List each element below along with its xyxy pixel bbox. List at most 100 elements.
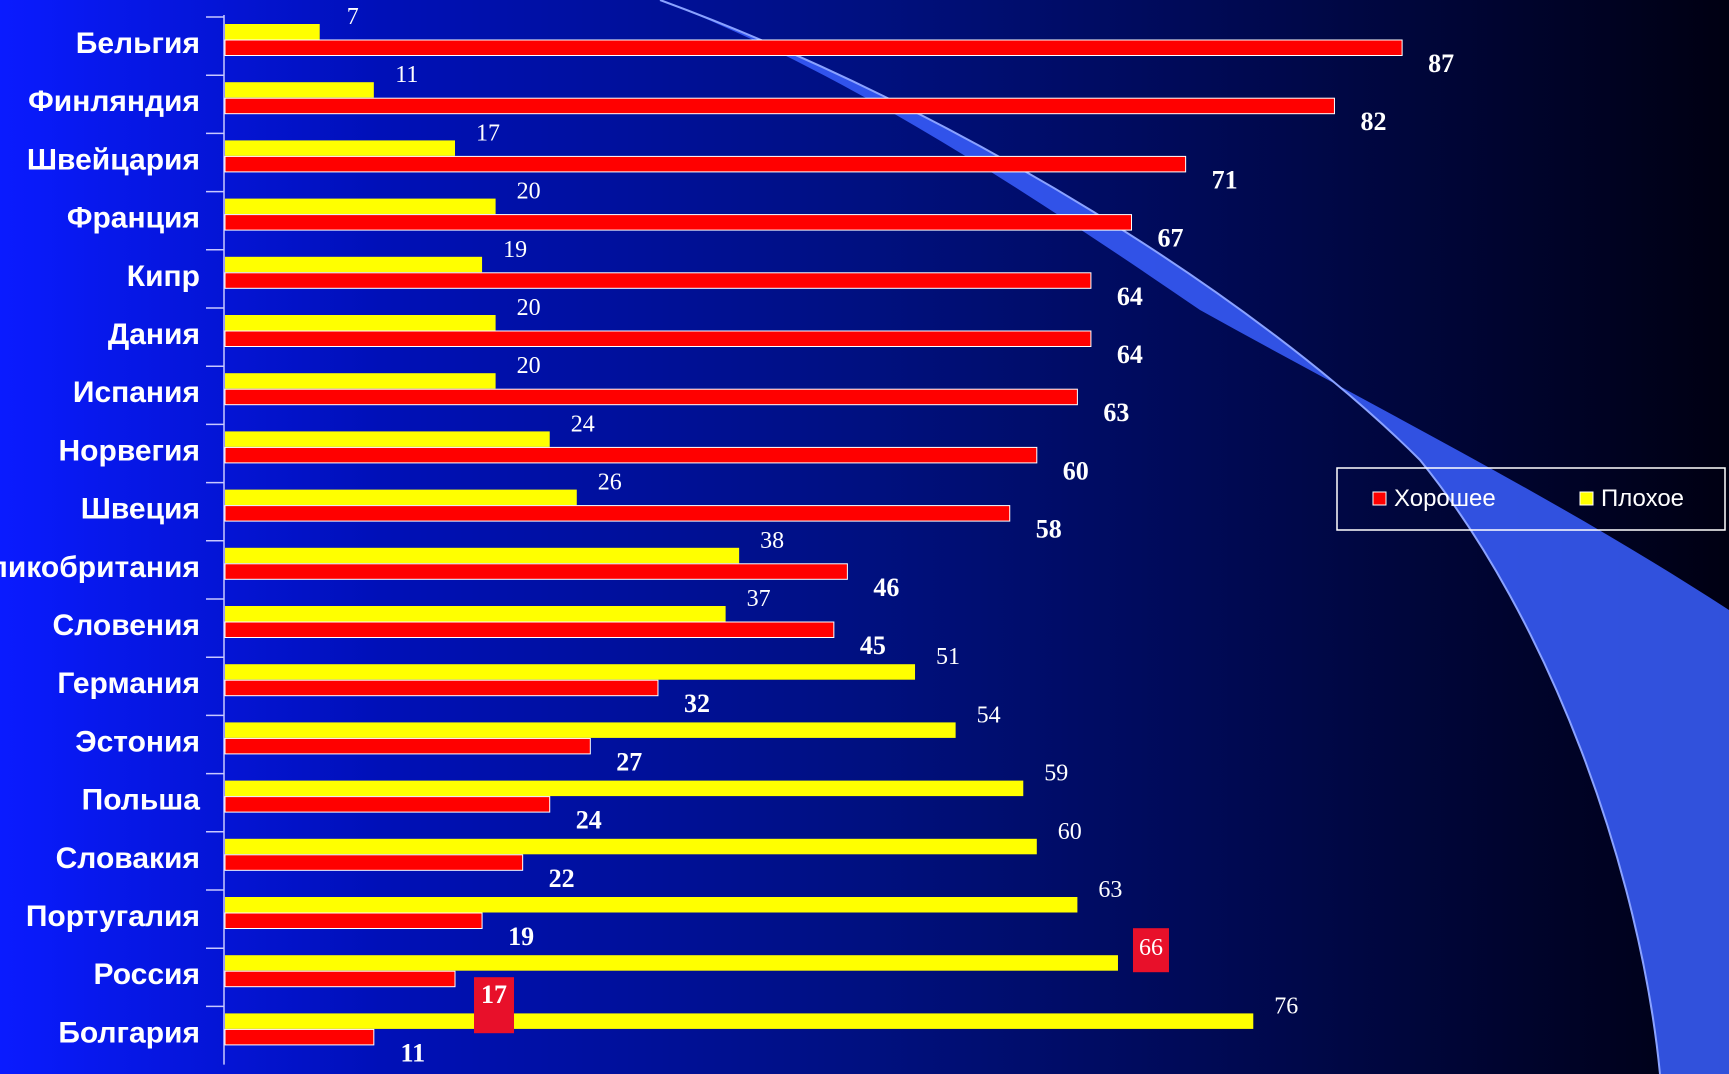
data-label-good: 58 [1036,515,1062,544]
bar-good [224,563,848,580]
data-label-bad: 37 [747,586,771,612]
category-label: Бельгия [76,27,200,60]
bar-good [224,39,1403,56]
category-labels: Бельгия Финляндия Швейцария Франция Кипр Дани… [0,27,200,1049]
data-label-bad: 54 [977,702,1001,728]
data-label-bad: 24 [571,411,595,437]
bar-good [224,621,835,638]
data-label-bad: 59 [1044,761,1068,787]
category-label: Великобритания [0,551,200,584]
category-axis [206,15,225,1065]
category-label: Франция [67,202,200,235]
data-label-good: 27 [616,747,642,776]
data-labels: 7 87 11 82 17 71 20 67 19 64 20 64 20 63 24 60 26 58 38 46 3… [347,4,1454,1067]
bars [224,24,1403,1046]
bar-bad [225,1013,1254,1029]
bar-good [224,970,456,988]
data-label-good: 46 [873,573,899,602]
category-label: Норвегия [59,434,201,467]
bar-bad [225,198,496,215]
category-label: Польша [82,784,201,817]
category-label: Словакия [56,842,200,875]
bar-good [224,272,1092,289]
chart-legend[interactable]: Хорошее Плохое [1336,467,1726,531]
bar-good [224,155,1187,173]
bar-bad [225,664,916,680]
data-label-good: 60 [1063,456,1089,485]
data-label-good: 67 [1158,224,1184,253]
data-label-good: 22 [549,864,575,893]
data-label-good: 19 [508,922,534,951]
category-label: Германия [57,667,200,700]
data-label-bad: 63 [1098,877,1122,903]
data-label-bad: 19 [503,237,527,263]
data-label-bad: 51 [936,644,960,670]
category-label: Эстония [75,725,200,758]
decorative-swoosh [660,0,1729,1074]
bar-good [224,1028,375,1046]
bar-good [224,505,1011,522]
data-label-bad: 20 [517,179,541,205]
bar-good [224,330,1092,347]
legend-label-good: Хорошее [1394,485,1496,512]
data-label-good: 71 [1212,165,1238,194]
bar-good [224,912,483,929]
bar-bad [225,547,740,564]
bar-bad [225,722,956,738]
data-label-bad: 20 [517,353,541,379]
data-label-good: 17 [481,980,507,1009]
bar-good [224,214,1133,231]
data-label-good: 45 [860,631,886,660]
legend-swatch-bad [1579,491,1594,506]
data-label-good: 24 [576,806,602,835]
data-label-good: 32 [684,689,710,718]
legend-box [1336,467,1726,531]
bar-bad [225,256,483,273]
bar-bad [225,315,496,331]
category-label: Дания [108,318,200,351]
category-label: Словения [53,609,200,642]
data-label-bad: 66 [1139,935,1163,961]
category-label: Португалия [26,900,200,933]
decorative-swoosh-edge [659,0,1661,1074]
bar-bad [225,780,1024,797]
highlight-box [1132,928,1169,973]
bar-bad [225,373,496,389]
bar-bad [225,897,1078,913]
category-label: Испания [73,376,200,409]
bar-bad [225,606,726,622]
bar-good [224,388,1078,406]
data-label-good: 82 [1360,107,1386,136]
legend-swatch-good [1372,491,1387,506]
bar-bad [225,140,456,156]
bar-good [224,679,659,697]
data-label-good: 87 [1428,49,1454,78]
data-label-good: 11 [401,1038,426,1067]
data-label-bad: 7 [347,4,359,30]
data-label-bad: 11 [395,62,418,88]
bar-good [224,446,1038,464]
bar-good [224,737,591,755]
data-label-good: 64 [1117,282,1143,311]
category-label: Кипр [127,260,200,293]
category-label: Болгария [58,1016,200,1049]
bar-good [224,97,1335,115]
category-label: Финляндия [28,85,200,118]
legend-label-bad: Плохое [1601,485,1684,512]
data-label-bad: 60 [1058,819,1082,845]
bar-bad [225,24,320,40]
bar-good [224,796,551,813]
bar-bad [225,82,374,98]
data-label-bad: 76 [1274,993,1298,1019]
data-label-good: 63 [1103,398,1129,427]
category-label: Швеция [81,493,200,526]
data-label-bad: 26 [598,470,622,496]
bar-bad [225,489,577,506]
data-label-good: 64 [1117,340,1143,369]
data-label-bad: 38 [760,528,784,554]
data-label-bad: 20 [517,295,541,321]
category-label: Россия [93,958,200,991]
data-label-bad: 17 [476,120,500,146]
